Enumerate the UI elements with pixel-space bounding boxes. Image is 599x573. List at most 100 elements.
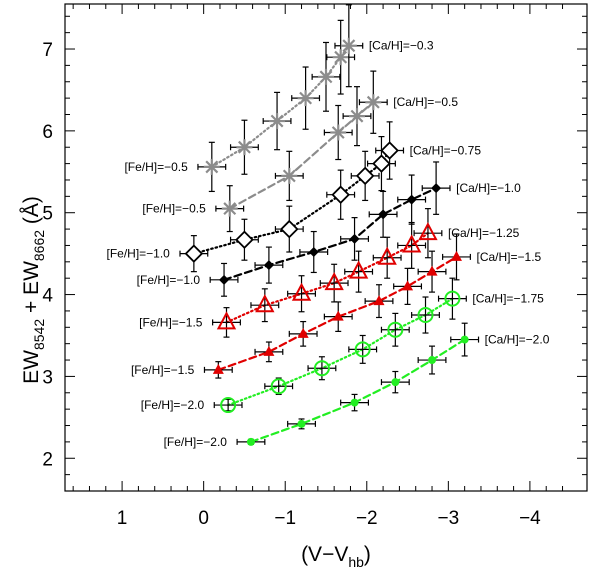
series-labels: [Ca/H]=−0.3 [Fe/H]=−0.5 [Ca/H]=−0.5 [Fe/H]=… <box>106 39 549 449</box>
series-group <box>179 121 405 273</box>
y-tick-label: 6 <box>42 122 53 143</box>
series-label-ca: [Ca/H]=−1.5 <box>477 250 542 264</box>
series-label-fe: [Fe/H]=−1.5 <box>131 363 195 377</box>
data-point <box>402 280 414 291</box>
x-tick-label: 1 <box>117 508 128 529</box>
series-group <box>236 322 480 446</box>
data-point <box>391 378 400 387</box>
series-label-ca: [Ca/H]=−1.0 <box>456 181 521 195</box>
data-point <box>460 335 469 344</box>
y-tick-label: 3 <box>42 367 53 388</box>
data-point <box>348 260 369 279</box>
axis-ticks: 1 0 −1 −2 −3 −4 2 3 4 5 6 7 <box>42 4 587 529</box>
data-point <box>219 274 230 285</box>
data-point <box>324 271 344 291</box>
series-label-fe: [Fe/H]=−0.5 <box>124 160 188 174</box>
series-line <box>249 338 466 443</box>
series-label-fe: [Fe/H]=−1.0 <box>106 247 170 261</box>
series-group <box>209 161 451 297</box>
y-tick-label: 4 <box>42 286 53 307</box>
data-point <box>235 230 254 249</box>
data-point <box>418 222 438 241</box>
data-point <box>263 260 274 271</box>
data-point <box>291 282 312 301</box>
data-point <box>380 141 399 160</box>
x-tick-label: −3 <box>438 508 460 529</box>
data-point <box>216 311 237 330</box>
data-point <box>331 126 345 139</box>
data-point <box>417 307 434 324</box>
series-label-fe: [Fe/H]=−2.0 <box>164 435 228 449</box>
data-point <box>334 50 348 64</box>
data-point <box>212 363 224 374</box>
data-point <box>331 185 350 204</box>
data-point <box>350 398 359 407</box>
x-tick-label: −4 <box>519 508 541 529</box>
y-tick-label: 2 <box>42 449 53 470</box>
data-point <box>223 202 237 216</box>
data-point <box>428 356 437 365</box>
y-tick-label: 5 <box>42 204 53 225</box>
data-point <box>313 360 330 377</box>
x-tick-label: 0 <box>198 508 209 529</box>
data-point <box>255 294 275 313</box>
data-point <box>401 234 422 253</box>
data-point <box>280 219 299 239</box>
data-point <box>366 95 380 109</box>
series-line <box>192 149 391 255</box>
series-line <box>210 44 350 168</box>
data-point <box>282 169 296 183</box>
series-group <box>213 277 467 414</box>
x-tick-label: −1 <box>274 508 296 529</box>
data-point <box>377 246 397 265</box>
series-label-fe: [Fe/H]=−0.5 <box>142 202 206 216</box>
data-point <box>378 209 389 220</box>
data-point <box>308 247 319 258</box>
plot-frame <box>64 3 588 492</box>
data-point <box>184 244 204 263</box>
y-axis-title: EW8542 + EW8662 (Å) <box>20 196 47 384</box>
data-point <box>263 345 275 356</box>
series-label-ca: [Ca/H]=−0.75 <box>410 144 482 158</box>
series-group <box>203 233 471 379</box>
series-group <box>197 4 364 193</box>
series-label-fe: [Fe/H]=−2.0 <box>141 398 205 412</box>
series-label-fe: [Fe/H]=−1.0 <box>137 273 201 287</box>
data-point <box>220 397 237 414</box>
chart-series-layer <box>179 4 480 446</box>
data-point <box>297 419 306 428</box>
data-point <box>350 109 364 123</box>
data-point <box>270 114 284 128</box>
series-label-fe: [Fe/H]=−1.5 <box>139 315 203 329</box>
data-point <box>387 321 404 338</box>
data-point <box>297 327 309 338</box>
series-line <box>225 232 430 324</box>
series-group <box>215 70 388 233</box>
x-tick-label: −2 <box>356 508 378 529</box>
series-label-ca: [Ca/H]=−1.25 <box>448 226 520 240</box>
data-point <box>372 154 391 173</box>
series-line <box>228 101 375 210</box>
data-point <box>270 378 287 395</box>
data-point <box>426 265 438 276</box>
series-label-ca: [Ca/H]=−1.75 <box>472 292 544 306</box>
data-point <box>238 140 251 154</box>
data-point <box>354 341 371 358</box>
data-point <box>431 183 442 194</box>
data-point <box>332 310 344 321</box>
y-tick-label: 7 <box>42 40 53 61</box>
series-group <box>212 208 443 338</box>
data-point <box>319 70 333 84</box>
data-point <box>246 437 255 446</box>
data-point <box>205 160 219 174</box>
x-axis-title: (V−Vhb) <box>301 543 371 570</box>
series-label-ca: [Ca/H]=−0.3 <box>369 39 434 53</box>
series-label-ca: [Ca/H]=−2.0 <box>485 333 550 347</box>
data-point <box>349 233 360 244</box>
series-label-ca: [Ca/H]=−0.5 <box>393 95 458 109</box>
data-point <box>299 91 313 105</box>
data-point <box>406 194 417 205</box>
data-point <box>355 166 375 186</box>
data-point <box>444 290 461 307</box>
